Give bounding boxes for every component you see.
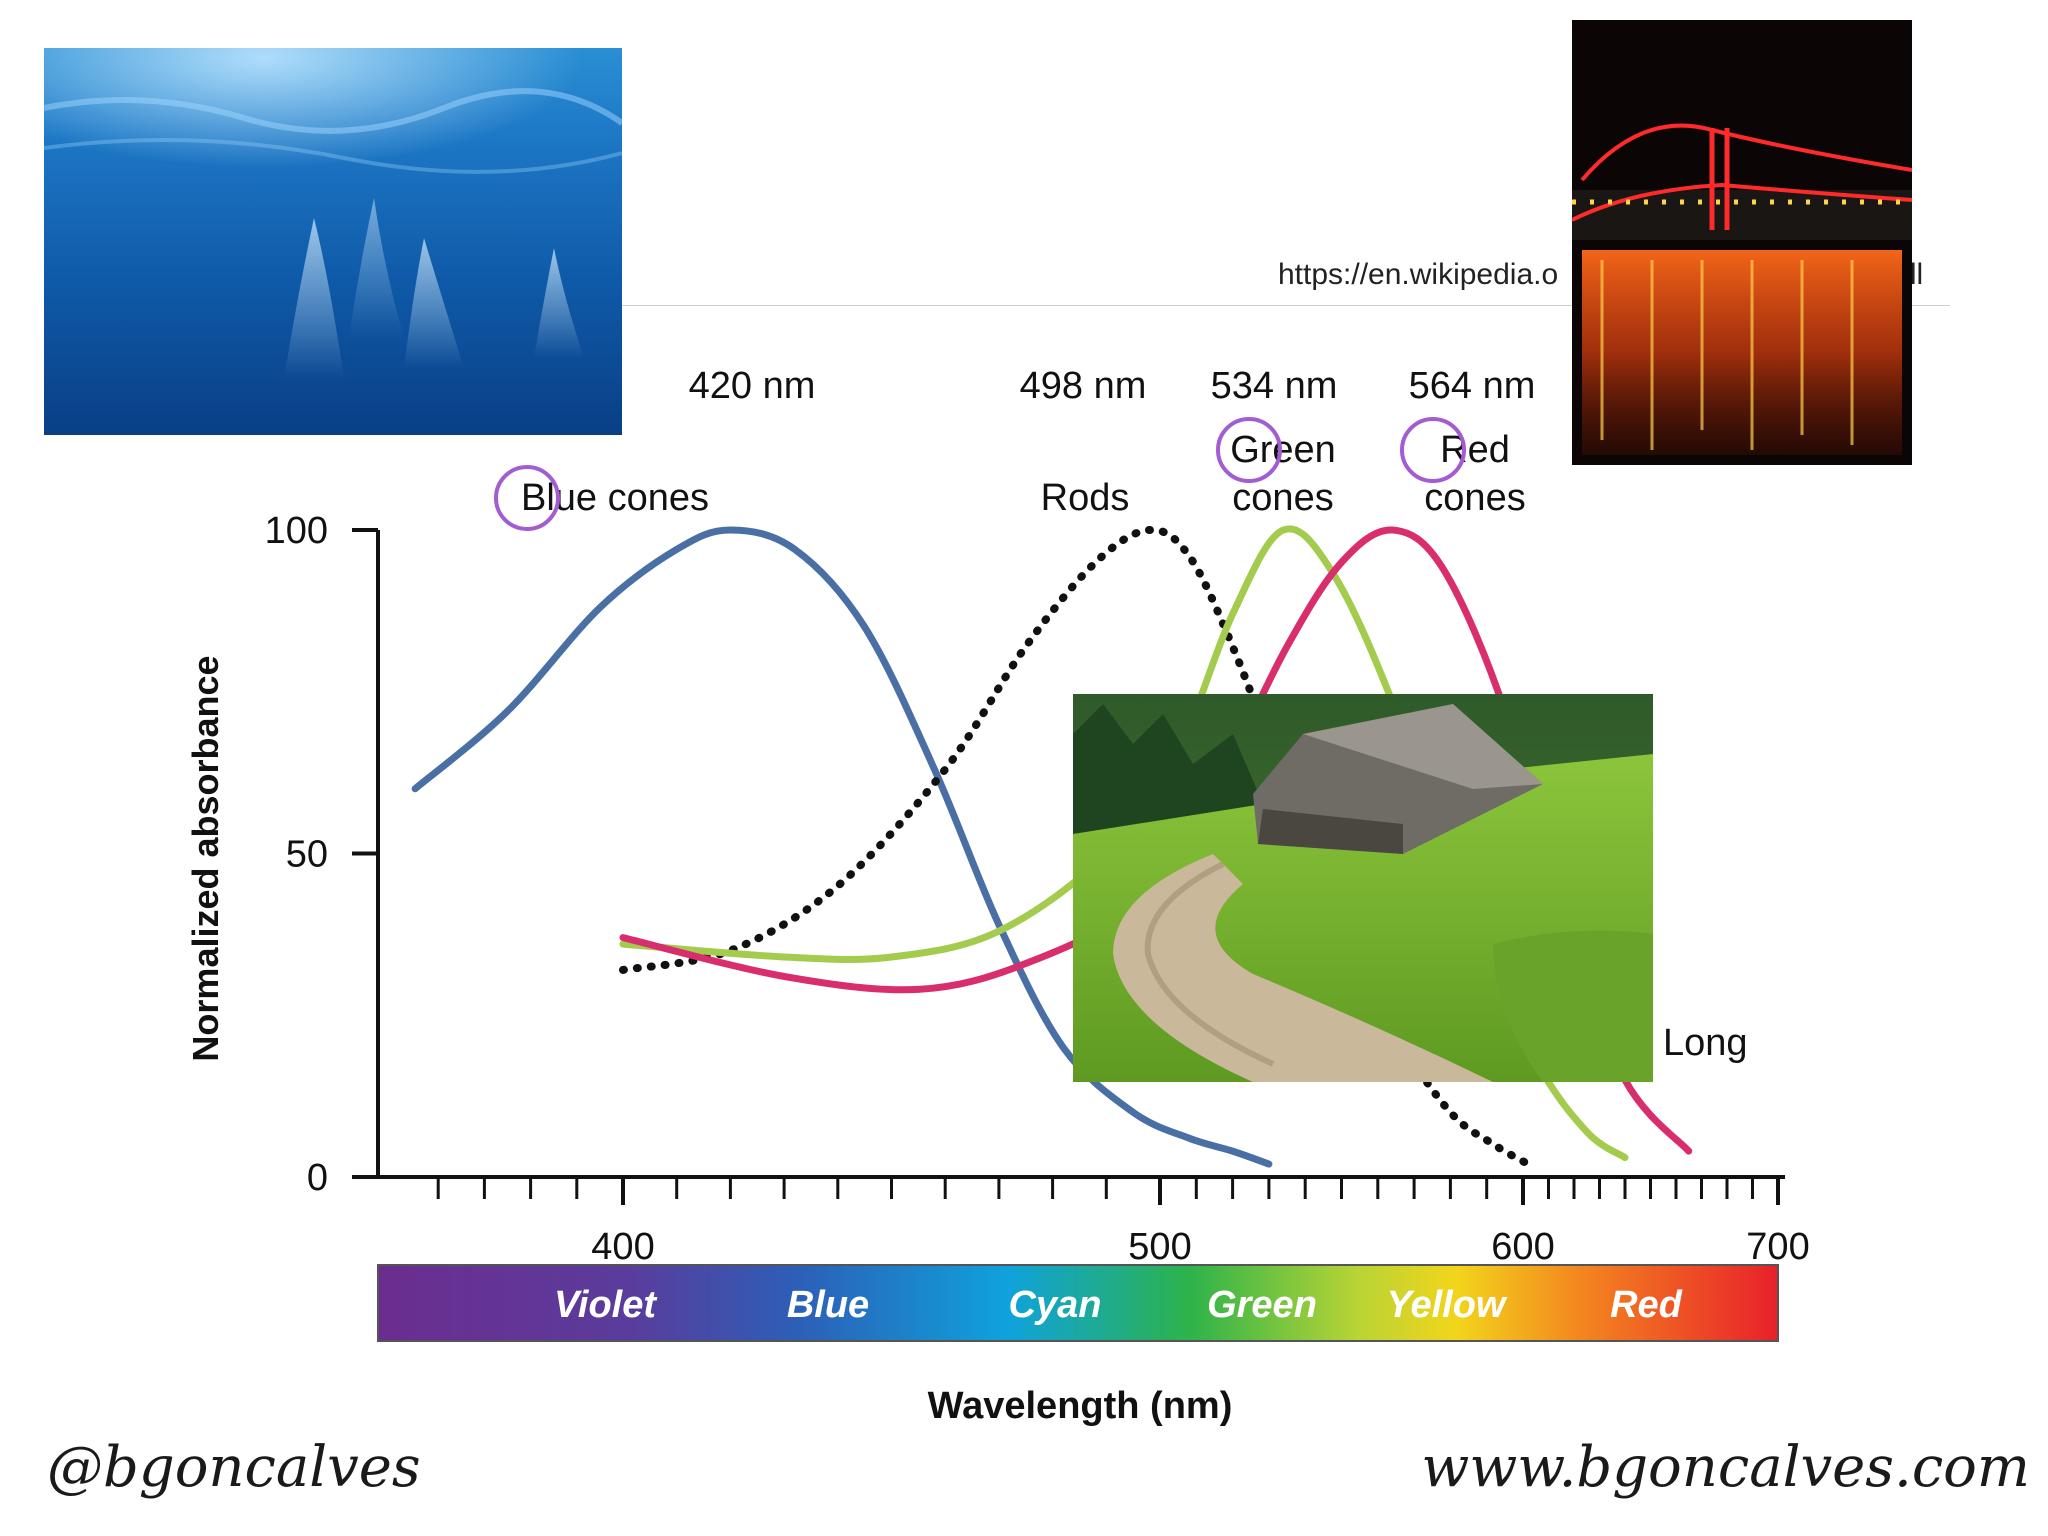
spectrum-label-yellow: Yellow [1387,1284,1508,1326]
x-tick-label: 400 [591,1226,654,1268]
green-cones-label: Green [1230,429,1336,471]
spectrum-band [377,1264,1779,1342]
red-cones-label: cones [1424,477,1525,519]
red-cones-peak-label: 564 nm [1409,365,1536,407]
y-tick-label: 50 [286,834,328,876]
blue-cones-highlight-circle [494,465,560,531]
mountain-path-photo [1073,694,1653,1082]
green-cones-highlight-circle [1216,417,1282,483]
green-cones-label: cones [1232,477,1333,519]
spectrum-label-red: Red [1610,1284,1683,1326]
long-annotation: Long [1663,1022,1748,1064]
source-divider [620,305,1950,306]
blue-cones-curve [411,526,1273,1168]
x-axis-title: Wavelength (nm) [928,1385,1233,1427]
footer-website[interactable]: www.bgoncalves.com [1421,1435,2030,1500]
footer-handle[interactable]: @bgoncalves [47,1435,421,1500]
rods-peak-label: 498 nm [1020,365,1147,407]
red-cones-highlight-circle [1400,417,1466,483]
x-tick-label: 700 [1746,1226,1809,1268]
x-tick-label: 500 [1128,1226,1191,1268]
y-tick-label: 100 [265,510,328,552]
y-axis-title: Normalized absorbance [185,655,226,1061]
red-cones-label: Red [1440,429,1510,471]
source-url-text: https://en.wikipedia.o [1278,258,1559,291]
y-tick-label: 0 [307,1157,328,1199]
underwater-photo [44,48,622,435]
blue-cones-peak-label: 420 nm [689,365,816,407]
night-bridge-photo [1572,20,1912,465]
x-tick-label: 600 [1491,1226,1554,1268]
green-cones-peak-label: 534 nm [1211,365,1338,407]
spectrum-label-green: Green [1207,1284,1317,1326]
spectrum-label-blue: Blue [787,1284,869,1326]
blue-cones-label: Blue cones [521,477,709,519]
spectrum-label-violet: Violet [554,1284,657,1326]
rods-label: Rods [1041,477,1130,519]
spectrum-label-cyan: Cyan [1009,1284,1102,1326]
